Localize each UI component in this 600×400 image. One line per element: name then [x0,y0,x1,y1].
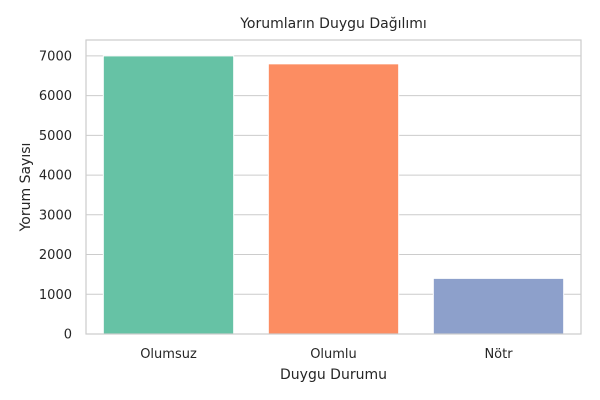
y-tick-label: 4000 [39,169,72,184]
x-tick-labels: Olumsuz Olumlu Nötr [140,347,513,362]
bar-olumsuz [102,55,235,335]
y-tick-label: 0 [64,328,72,343]
x-tick-label: Olumlu [310,347,357,362]
bar-olumlu [267,63,400,335]
plot-frame [85,39,582,335]
y-tick-label: 3000 [39,208,72,223]
y-tick-label: 7000 [39,49,72,64]
x-axis-label: Duygu Durumu [280,367,387,383]
y-tick-label: 5000 [39,129,72,144]
y-axis-label: Yorum Sayısı [18,143,34,233]
x-tick-label: Nötr [484,347,513,362]
x-tick-label: Olumsuz [140,347,197,362]
y-tick-label: 2000 [39,248,72,263]
y-tick-labels: 0 1000 2000 3000 4000 5000 6000 7000 [39,49,72,342]
chart-title: Yorumların Duygu Dağılımı [239,16,427,32]
bars [102,55,565,335]
y-tick-label: 1000 [39,288,72,303]
bar-nötr [432,277,565,335]
y-tick-label: 6000 [39,89,72,104]
